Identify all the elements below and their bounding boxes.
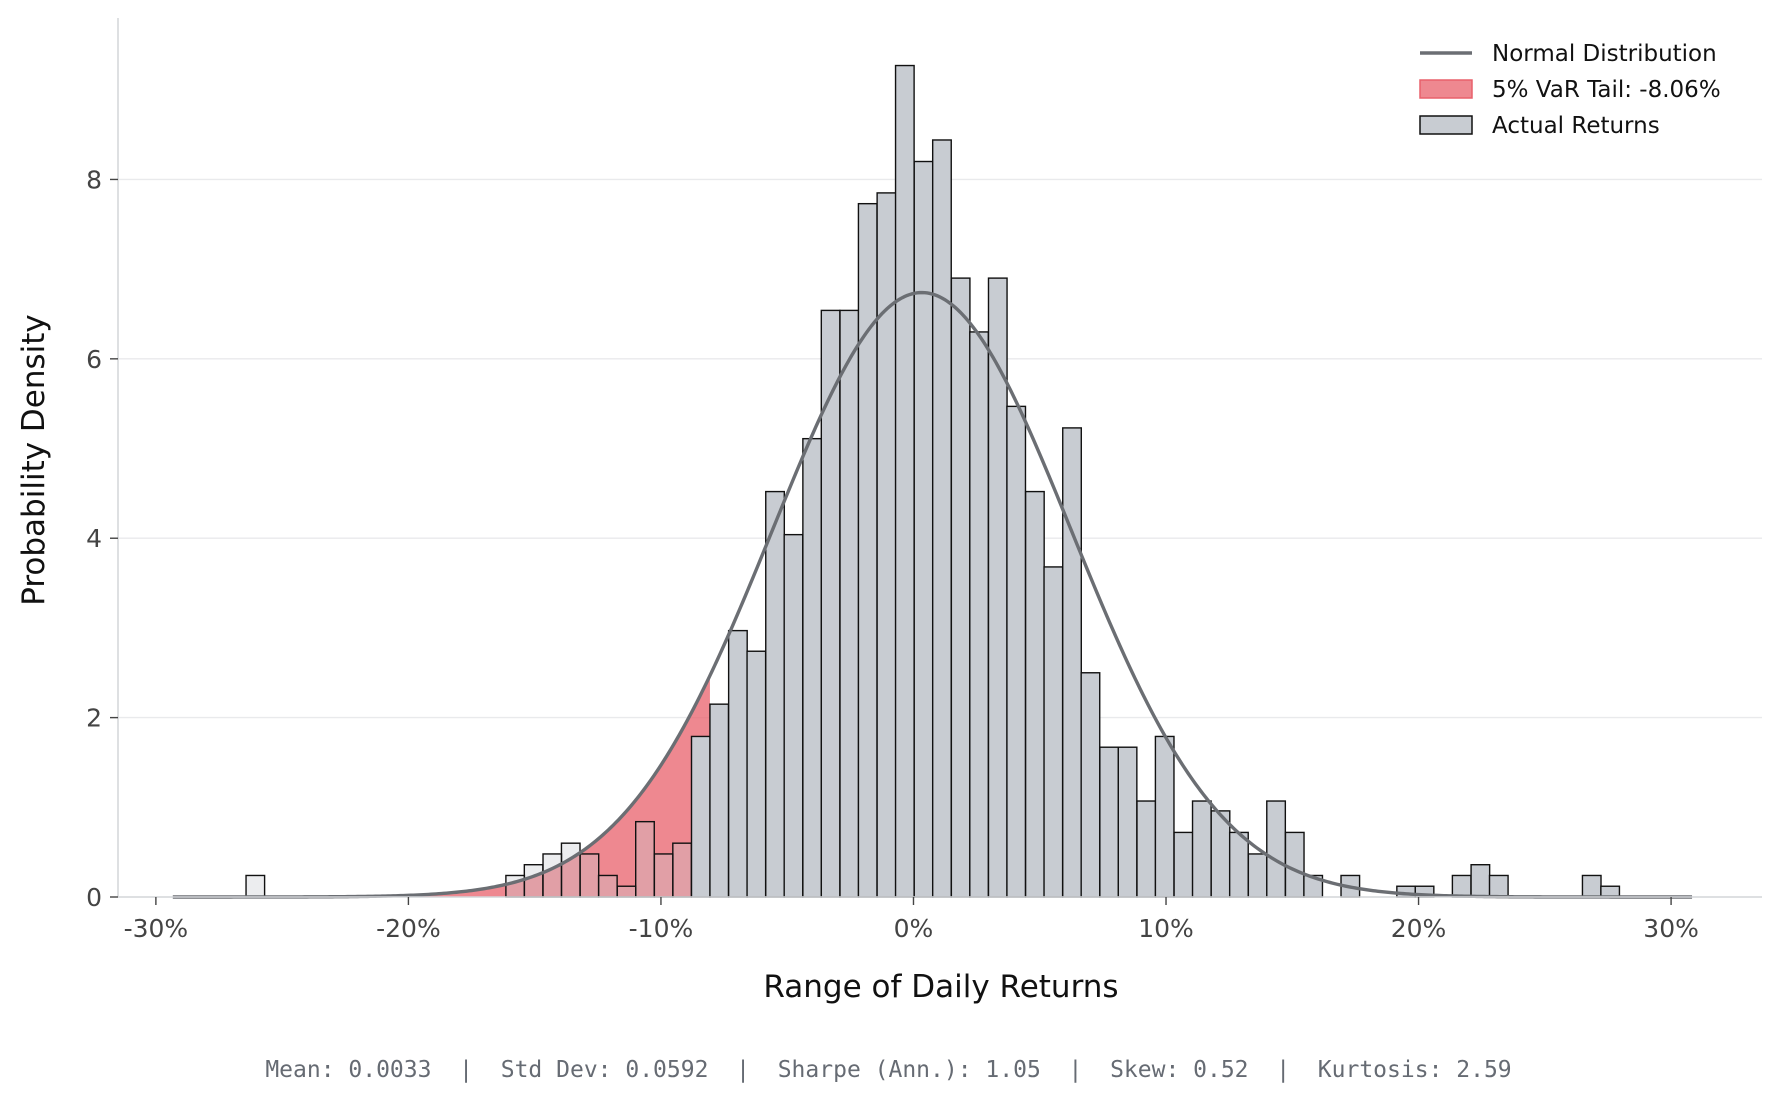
stat-separator: | [431,1057,501,1083]
histogram-bar [969,331,990,898]
y-axis-title: Probability Density [16,314,52,606]
histogram-bar [523,864,544,898]
legend-swatch-actual-returns [1419,115,1473,135]
axes: -30% -20% -10% 0% 10% 20% 30% 0 2 4 6 8 [86,18,1762,943]
histogram-bar [1451,874,1472,898]
histogram-bar [839,309,860,898]
histogram-bar [950,277,971,898]
x-tick-label: 0% [894,914,934,943]
histogram-bar [783,533,804,898]
x-tick-label: 10% [1138,914,1194,943]
histogram-bar [931,139,952,898]
histogram-bar [616,885,637,898]
histogram-bar [1006,405,1027,898]
histogram-bar [1136,800,1157,898]
histogram-bar [1228,831,1249,898]
stat-sharpe: Sharpe (Ann.): 1.05 [777,1057,1041,1083]
histogram-bar [1154,735,1175,898]
histogram-bar [1488,874,1509,898]
histogram-bar [597,874,618,898]
x-tick-label: -20% [376,914,441,943]
legend-label: 5% VaR Tail: -8.06% [1492,77,1721,103]
histogram-bar [1117,746,1138,898]
legend: Normal Distribution 5% VaR Tail: -8.06% Ac… [1419,41,1721,139]
histogram-bar [1470,864,1491,898]
histogram-bar [765,490,786,898]
stat-separator: | [708,1057,778,1083]
x-tick-label: 30% [1643,914,1699,943]
histogram-bar [1266,800,1287,898]
histogram-bar [913,160,934,898]
normal-curve-line [172,290,1693,899]
stat-separator: | [1040,1057,1111,1083]
histogram-bar [542,853,563,898]
y-tick-label: 4 [86,524,102,553]
x-axis-title: Range of Daily Returns [763,969,1118,1005]
x-tick-label: 20% [1391,914,1447,943]
y-tick-label: 8 [86,165,102,194]
x-tick-label: -10% [629,914,694,943]
stats-footer: Mean: 0.0033 | Std Dev: 0.0592 | Sharpe … [0,1057,1777,1083]
y-tick-label: 2 [86,704,102,733]
var-tail-area [172,675,710,897]
histogram-bars [245,64,1621,898]
y-tick-label: 0 [86,883,102,912]
stat-separator: | [1248,1057,1318,1083]
histogram-bar [857,202,878,898]
histogram-bar [560,842,581,898]
y-tick-label: 6 [86,345,102,374]
histogram-bar [653,853,674,898]
histogram-bar [876,192,897,898]
histogram-bar [1062,427,1082,898]
histogram-bar [802,437,823,898]
histogram-bar [245,874,266,898]
legend-label: Normal Distribution [1492,41,1717,67]
x-tick-label: -30% [124,914,189,943]
histogram-bar [894,64,915,898]
histogram-bar [690,735,711,898]
histogram-bar [1043,566,1064,898]
histogram-bar [1581,874,1602,898]
histogram-bar [746,650,767,898]
stat-mean: Mean: 0.0033 [265,1057,432,1083]
var-tail-fill [172,675,710,897]
histogram-bar [1080,672,1101,898]
stat-std: Std Dev: 0.0592 [500,1057,709,1083]
normal-curve [172,290,1693,899]
stat-kurtosis: Kurtosis: 2.59 [1317,1057,1512,1083]
histogram-bar [709,703,730,898]
histogram-bar [727,629,748,898]
legend-label: Actual Returns [1492,113,1660,139]
histogram-bar [579,853,600,898]
histogram-bar [1284,831,1305,898]
histogram-bar [1173,831,1194,898]
histogram-bar [1099,746,1120,898]
histogram-bar [1247,853,1268,898]
legend-swatch-var-tail [1419,79,1473,99]
histogram-bar [987,277,1008,898]
stat-skew: Skew: 0.52 [1110,1057,1249,1083]
histogram-bar [672,842,693,898]
histogram-bar [1191,800,1212,898]
histogram-bar [1024,490,1045,898]
histogram-bar [635,820,655,898]
